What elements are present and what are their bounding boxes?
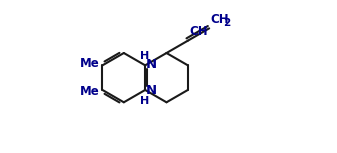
Text: N: N xyxy=(146,58,157,71)
Text: Me: Me xyxy=(80,85,99,98)
Text: 2: 2 xyxy=(223,18,230,28)
Text: H: H xyxy=(140,51,149,62)
Text: CH: CH xyxy=(211,13,229,26)
Text: Me: Me xyxy=(80,57,99,70)
Text: H: H xyxy=(140,96,149,106)
Text: N: N xyxy=(146,84,157,97)
Text: CH: CH xyxy=(189,25,208,38)
